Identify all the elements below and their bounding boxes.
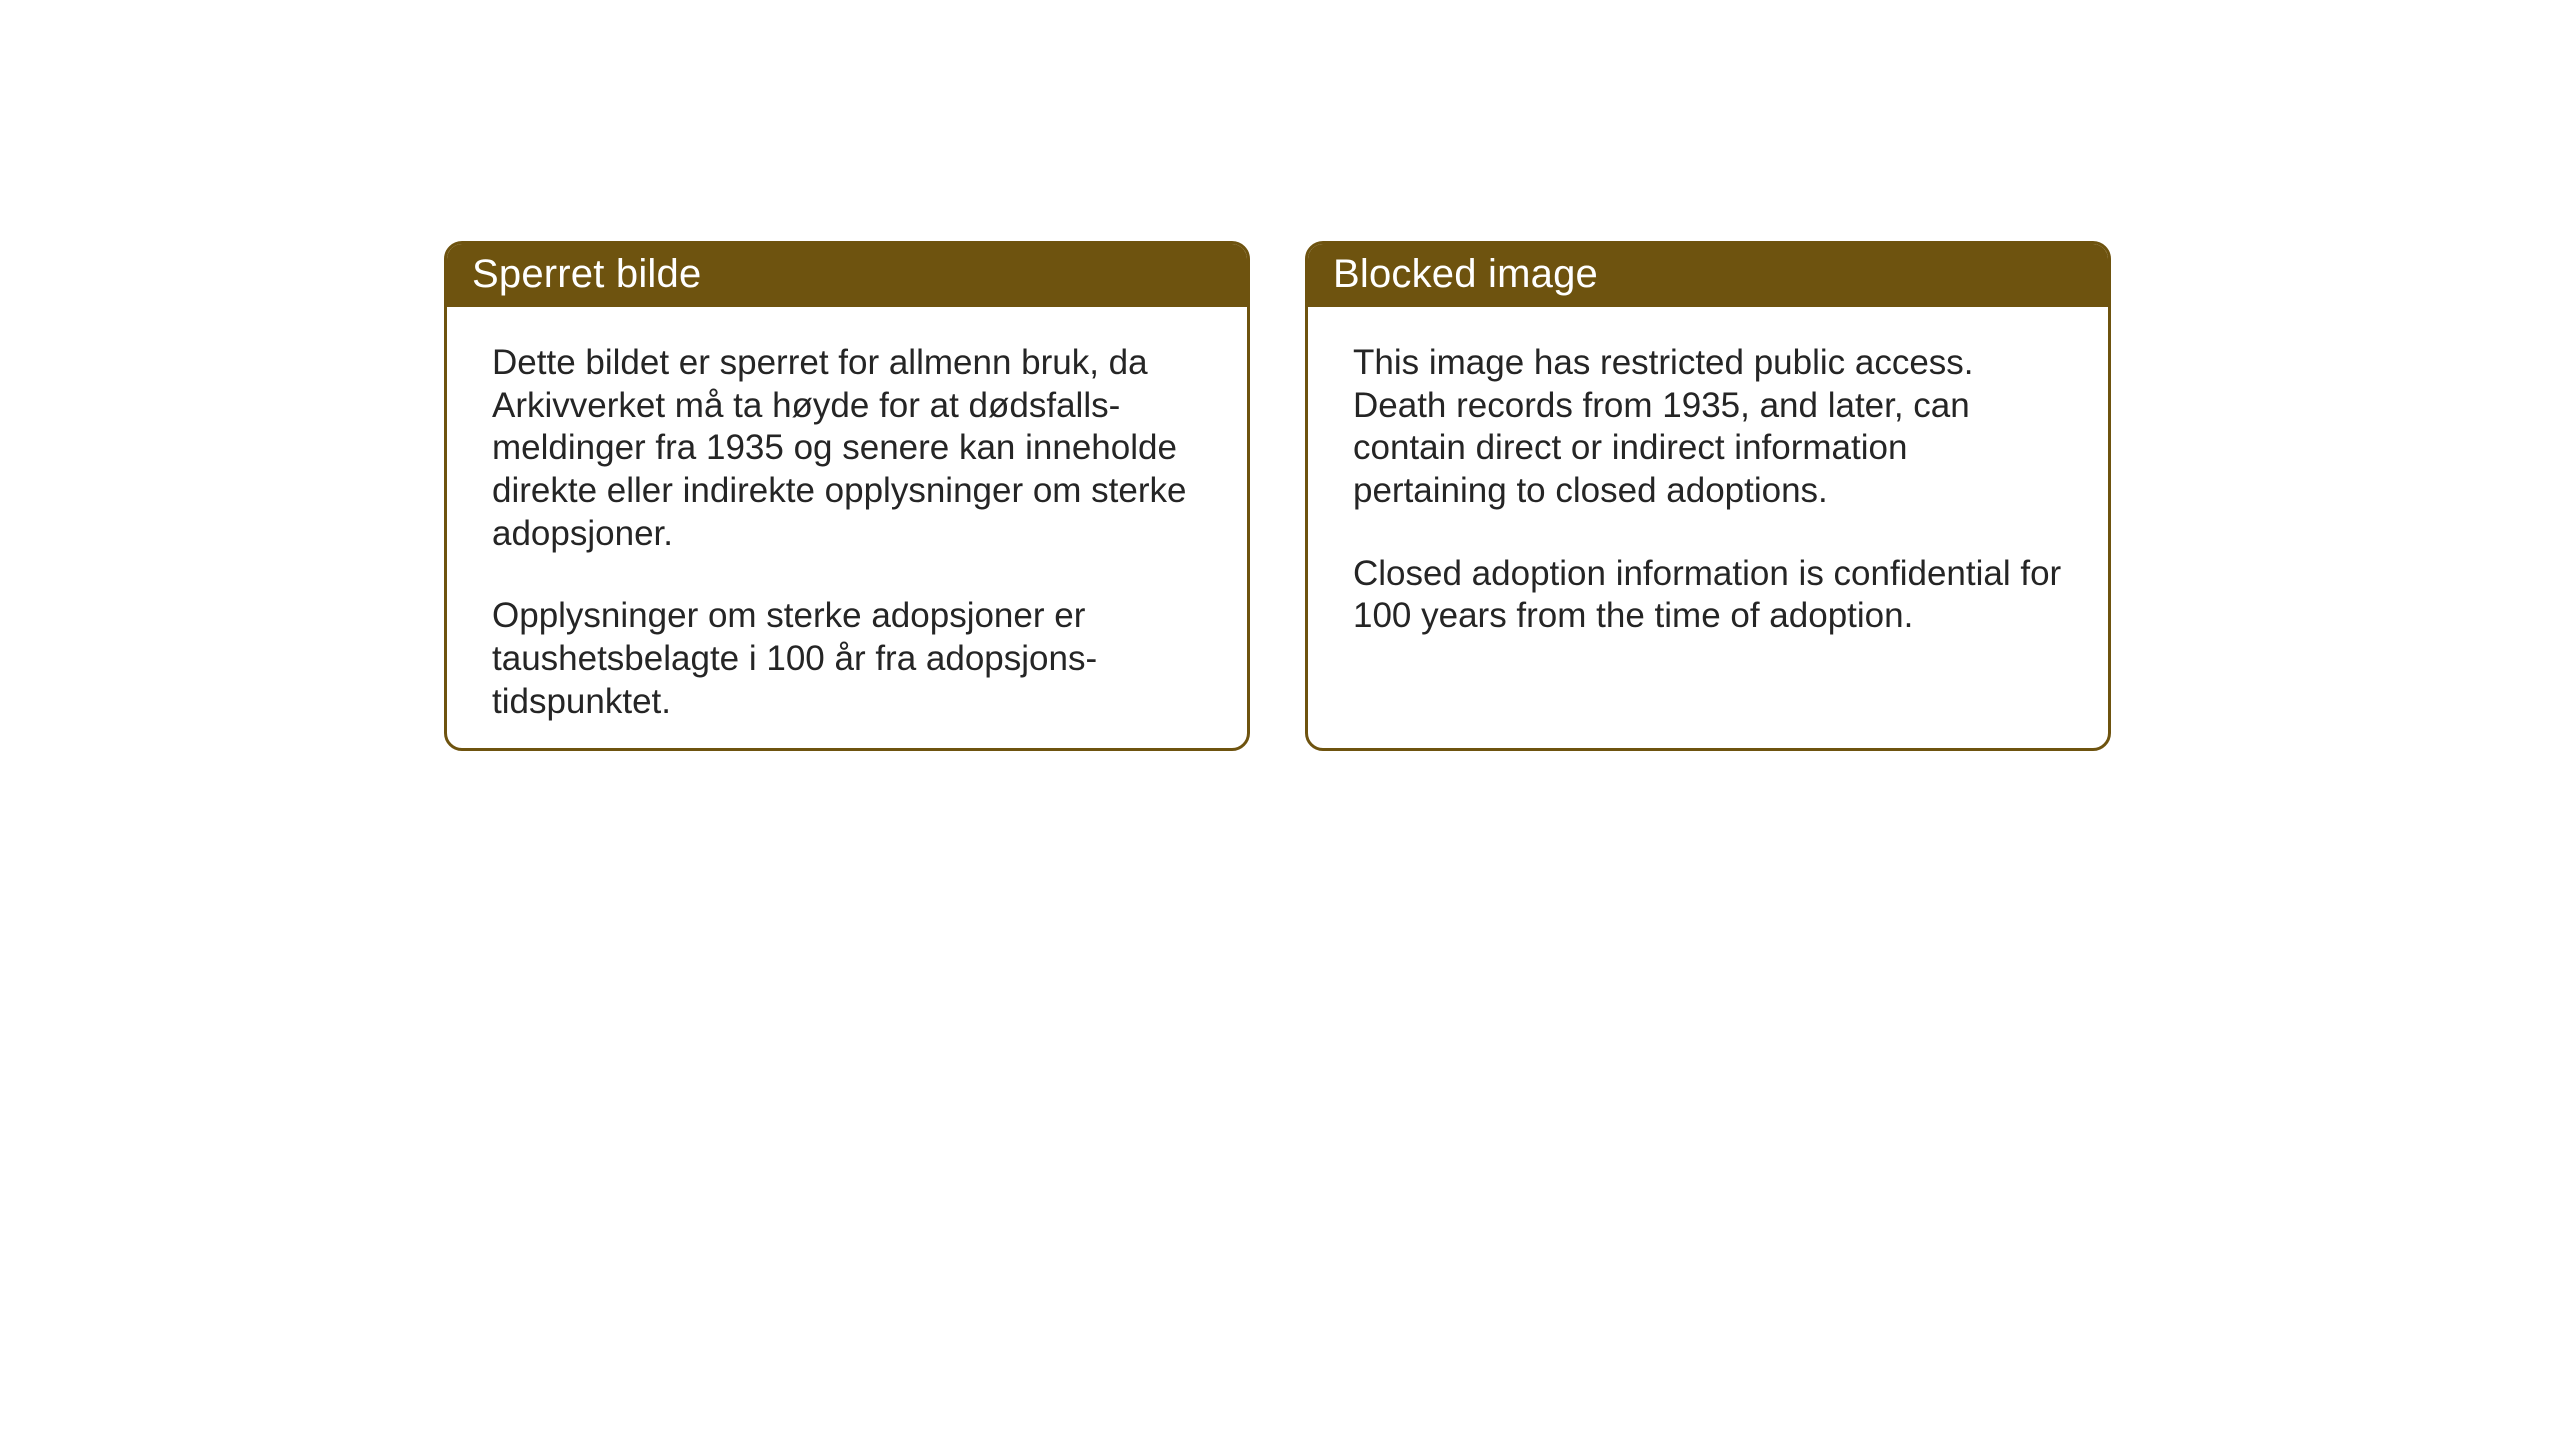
norwegian-paragraph-2: Opplysninger om sterke adopsjoner er tau… — [492, 595, 1207, 723]
english-notice-card: Blocked image This image has restricted … — [1305, 241, 2111, 751]
english-card-body: This image has restricted public access.… — [1308, 307, 2108, 673]
norwegian-paragraph-1: Dette bildet er sperret for allmenn bruk… — [492, 342, 1207, 555]
notice-cards-container: Sperret bilde Dette bildet er sperret fo… — [444, 241, 2111, 751]
norwegian-notice-card: Sperret bilde Dette bildet er sperret fo… — [444, 241, 1250, 751]
norwegian-card-body: Dette bildet er sperret for allmenn bruk… — [447, 307, 1247, 751]
english-paragraph-2: Closed adoption information is confident… — [1353, 553, 2068, 638]
english-paragraph-1: This image has restricted public access.… — [1353, 342, 2068, 513]
norwegian-card-title: Sperret bilde — [447, 244, 1247, 307]
english-card-title: Blocked image — [1308, 244, 2108, 307]
